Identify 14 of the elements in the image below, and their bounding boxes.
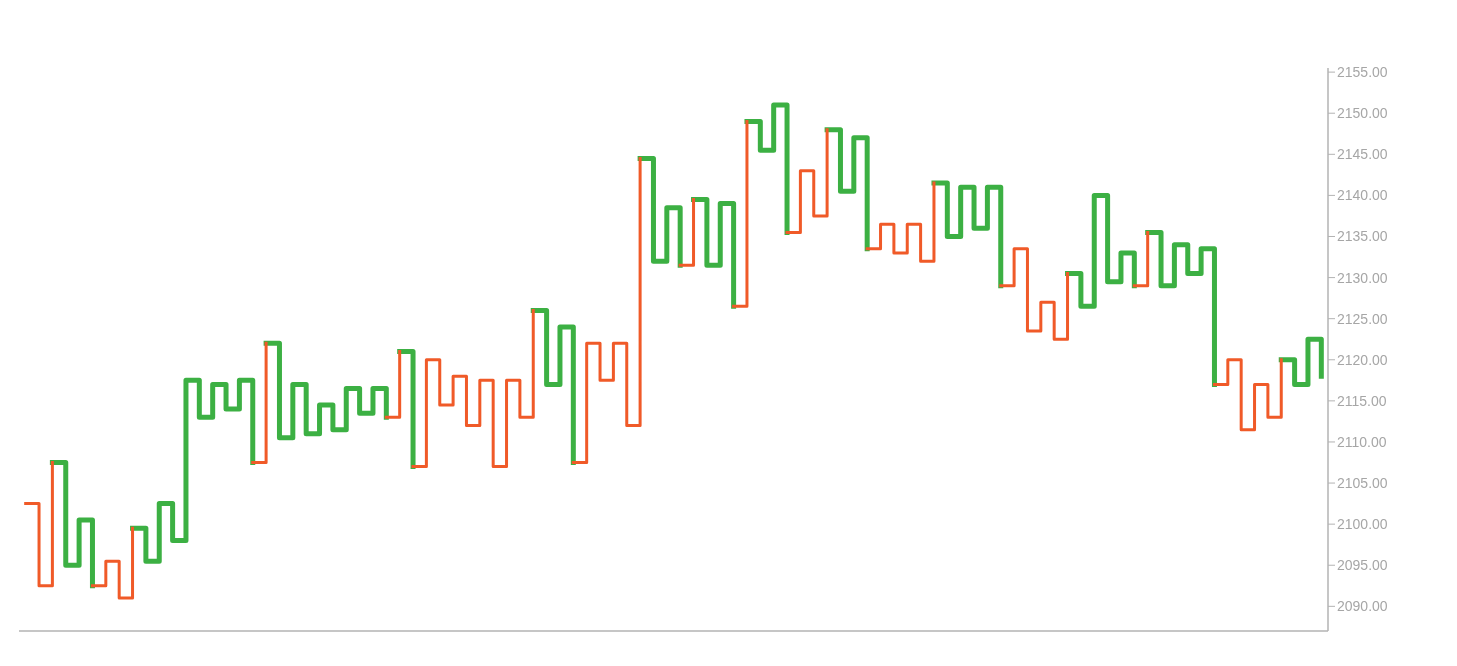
y-tick-label: 2095.00 xyxy=(1337,557,1388,574)
y-tick-label: 2110.00 xyxy=(1337,433,1387,450)
y-tick-label: 2150.00 xyxy=(1337,105,1388,122)
y-tick-label: 2115.00 xyxy=(1337,392,1387,409)
y-tick-label: 2130.00 xyxy=(1337,269,1388,286)
y-tick-label: 2105.00 xyxy=(1337,475,1388,492)
y-tick-label: 2125.00 xyxy=(1337,310,1388,327)
y-tick-label: 2155.00 xyxy=(1337,64,1388,81)
y-tick-label: 2100.00 xyxy=(1337,516,1388,533)
y-tick-label: 2135.00 xyxy=(1337,228,1388,245)
y-tick-label: 2090.00 xyxy=(1337,598,1388,615)
y-tick-label: 2120.00 xyxy=(1337,351,1388,368)
y-tick-label: 2145.00 xyxy=(1337,146,1388,163)
y-tick-label: 2140.00 xyxy=(1337,187,1388,204)
